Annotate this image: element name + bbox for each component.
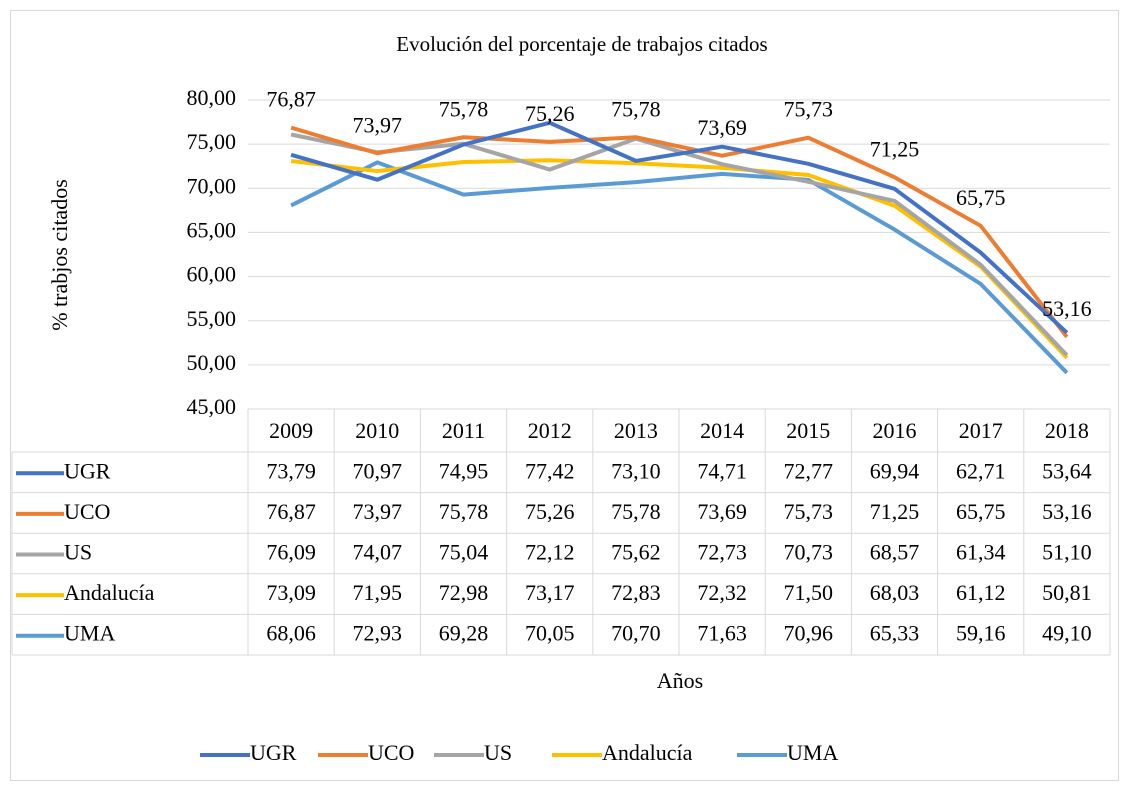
table-cell: 72,93 [353, 621, 403, 646]
table-row-label: UMA [64, 621, 115, 646]
y-tick-label: 65,00 [187, 217, 237, 242]
legend-label: US [484, 740, 512, 765]
y-tick-label: 45,00 [187, 394, 237, 419]
y-tick-label: 75,00 [187, 129, 237, 154]
x-tick-label: 2016 [873, 418, 917, 443]
table-cell: 50,81 [1042, 580, 1092, 605]
y-axis-label: % trabjos citados [47, 179, 72, 331]
x-axis-label: Años [657, 668, 703, 693]
series-line [290, 132, 1069, 357]
legend-label: UGR [250, 740, 297, 765]
x-tick-label: 2015 [786, 418, 830, 443]
table-cell: 70,70 [611, 621, 661, 646]
table-cell: 74,07 [353, 540, 403, 565]
table-cell: 68,06 [266, 621, 316, 646]
legend-label: Andalucía [602, 740, 693, 765]
data-label: 73,97 [353, 112, 403, 137]
table-cell: 70,97 [353, 458, 403, 483]
x-tick-label: 2011 [442, 418, 485, 443]
table-cell: 53,16 [1042, 499, 1092, 524]
x-tick-label: 2010 [355, 418, 399, 443]
table-cell: 75,62 [611, 540, 661, 565]
series-line [290, 160, 1069, 375]
table-cell: 72,12 [525, 540, 575, 565]
data-label: 53,16 [1042, 296, 1092, 321]
table-cell: 74,71 [697, 458, 747, 483]
table-cell: 51,10 [1042, 540, 1092, 565]
table-cell: 49,10 [1042, 621, 1092, 646]
table-cell: 76,09 [266, 540, 316, 565]
series-line [290, 158, 1069, 360]
y-tick-label: 60,00 [187, 262, 237, 287]
series-line [290, 125, 1069, 339]
table-cell: 70,05 [525, 621, 575, 646]
table-cell: 73,17 [525, 580, 575, 605]
table-cell: 53,64 [1042, 458, 1092, 483]
table-cell: 75,78 [439, 499, 489, 524]
data-label: 71,25 [870, 136, 920, 161]
x-tick-label: 2009 [269, 418, 313, 443]
table-row-label: Andalucía [64, 580, 155, 605]
table-cell: 68,57 [870, 540, 920, 565]
table-cell: 70,73 [784, 540, 834, 565]
data-label: 75,73 [784, 97, 834, 122]
y-tick-label: 70,00 [187, 173, 237, 198]
table-cell: 61,12 [956, 580, 1006, 605]
data-label: 76,87 [266, 87, 316, 112]
table-cell: 71,25 [870, 499, 920, 524]
table-cell: 71,50 [784, 580, 834, 605]
table-cell: 62,71 [956, 458, 1006, 483]
table-row-label: UCO [64, 499, 110, 524]
table-cell: 71,63 [697, 621, 747, 646]
data-label: 65,75 [956, 185, 1006, 210]
table-cell: 70,96 [784, 621, 834, 646]
data-label: 73,69 [697, 115, 747, 140]
table-cell: 74,95 [439, 458, 489, 483]
x-tick-label: 2018 [1045, 418, 1089, 443]
chart-border [10, 10, 1119, 781]
table-cell: 73,69 [697, 499, 747, 524]
table-cell: 65,33 [870, 621, 920, 646]
table-cell: 65,75 [956, 499, 1006, 524]
table-row-label: UGR [64, 458, 111, 483]
table-cell: 71,95 [353, 580, 403, 605]
data-label: 75,78 [439, 96, 489, 121]
table-cell: 77,42 [525, 458, 575, 483]
table-cell: 72,83 [611, 580, 661, 605]
table-cell: 73,79 [266, 458, 316, 483]
data-label: 75,26 [525, 101, 575, 126]
legend-label: UCO [368, 740, 414, 765]
x-tick-label: 2013 [614, 418, 658, 443]
y-tick-label: 80,00 [187, 85, 237, 110]
series-line [290, 120, 1069, 335]
table-cell: 72,73 [697, 540, 747, 565]
table-cell: 73,97 [353, 499, 403, 524]
y-tick-label: 50,00 [187, 350, 237, 375]
table-cell: 68,03 [870, 580, 920, 605]
table-cell: 72,98 [439, 580, 489, 605]
table-cell: 69,28 [439, 621, 489, 646]
table-cell: 61,34 [956, 540, 1006, 565]
table-cell: 75,26 [525, 499, 575, 524]
legend-label: UMA [787, 740, 838, 765]
table-cell: 76,87 [266, 499, 316, 524]
x-tick-label: 2017 [959, 418, 1003, 443]
table-cell: 72,32 [697, 580, 747, 605]
table-cell: 72,77 [784, 458, 834, 483]
table-cell: 75,04 [439, 540, 489, 565]
table-cell: 73,09 [266, 580, 316, 605]
x-tick-label: 2012 [528, 418, 572, 443]
table-cell: 59,16 [956, 621, 1006, 646]
table-row-label: US [64, 540, 92, 565]
data-label: 75,78 [611, 96, 661, 121]
table-cell: 75,73 [784, 499, 834, 524]
x-tick-label: 2014 [700, 418, 744, 443]
chart-title: Evolución del porcentaje de trabajos cit… [396, 32, 767, 56]
table-cell: 73,10 [611, 458, 661, 483]
table-cell: 69,94 [870, 458, 920, 483]
table-cell: 75,78 [611, 499, 661, 524]
y-tick-label: 55,00 [187, 306, 237, 331]
